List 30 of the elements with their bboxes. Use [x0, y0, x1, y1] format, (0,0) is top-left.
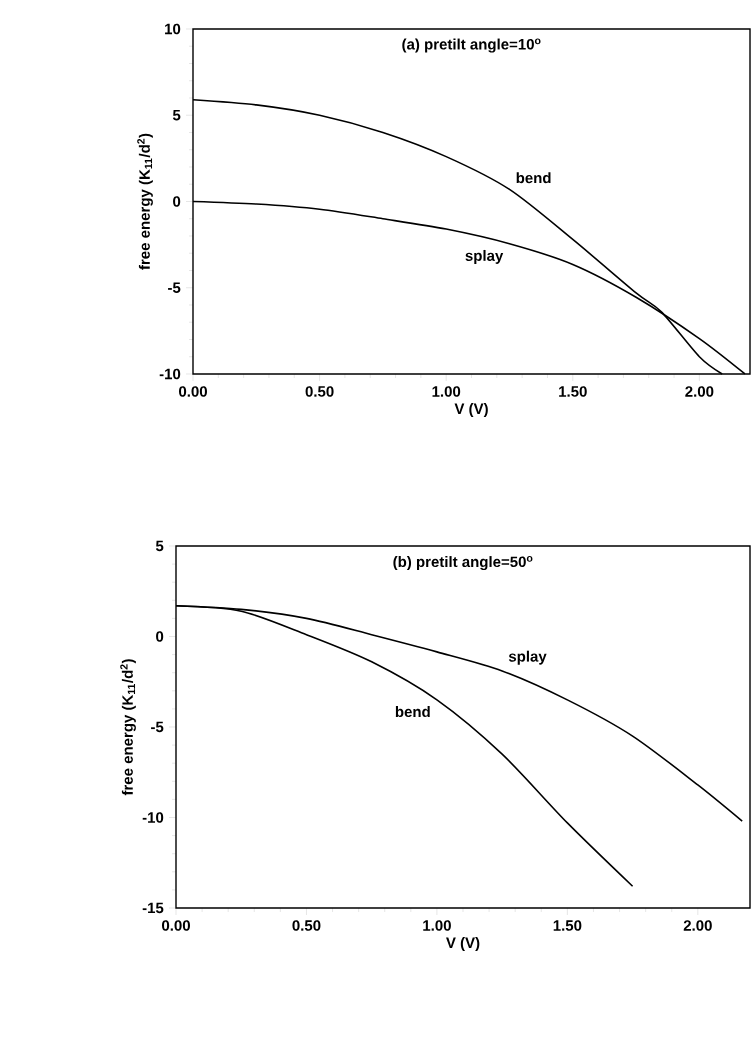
y-tick-label: 5 [155, 540, 164, 552]
x-tick-label: 2.00 [683, 920, 712, 931]
y-axis-title: free energy (K$_{11}$/d$^{2}$) [137, 133, 153, 270]
x-tick-label: 1.50 [553, 920, 582, 931]
y-tick-label: -10 [142, 812, 164, 823]
text: (b) pretilt angle=50$^{o}$ [393, 556, 533, 571]
y-tick-label: 5 [172, 110, 181, 121]
x-tick-label: 0.50 [305, 386, 334, 397]
x-tick-label: 0.00 [179, 386, 207, 397]
y-tick-label: -5 [168, 282, 181, 293]
y-axis-title: free energy (K$_{11}$/d$^{2}$) [120, 659, 136, 796]
series-label: bend [516, 172, 551, 184]
x-axis-title: V (V) [446, 937, 480, 951]
y-tick-label: 0 [156, 631, 164, 642]
x-tick-label: 1.00 [432, 386, 461, 397]
text: (a) pretilt angle=10$^{o}$ [402, 38, 541, 53]
y-tick-label: -5 [151, 721, 164, 733]
series-label: bend [395, 706, 430, 718]
x-axis-title: V (V) [454, 403, 488, 417]
y-tick-label: 10 [165, 23, 181, 35]
x-tick-label: 1.00 [423, 920, 451, 931]
y-tick-label: -15 [142, 902, 164, 914]
y-tick-label: -10 [159, 368, 181, 380]
x-tick-label: 0.50 [292, 920, 321, 931]
x-tick-label: 0.00 [162, 920, 190, 931]
series-label: splay [508, 650, 547, 665]
series-label: splay [465, 249, 504, 264]
x-tick-label: 2.00 [685, 386, 714, 397]
y-tick-label: 0 [173, 196, 181, 207]
x-tick-label: 1.50 [559, 386, 587, 397]
